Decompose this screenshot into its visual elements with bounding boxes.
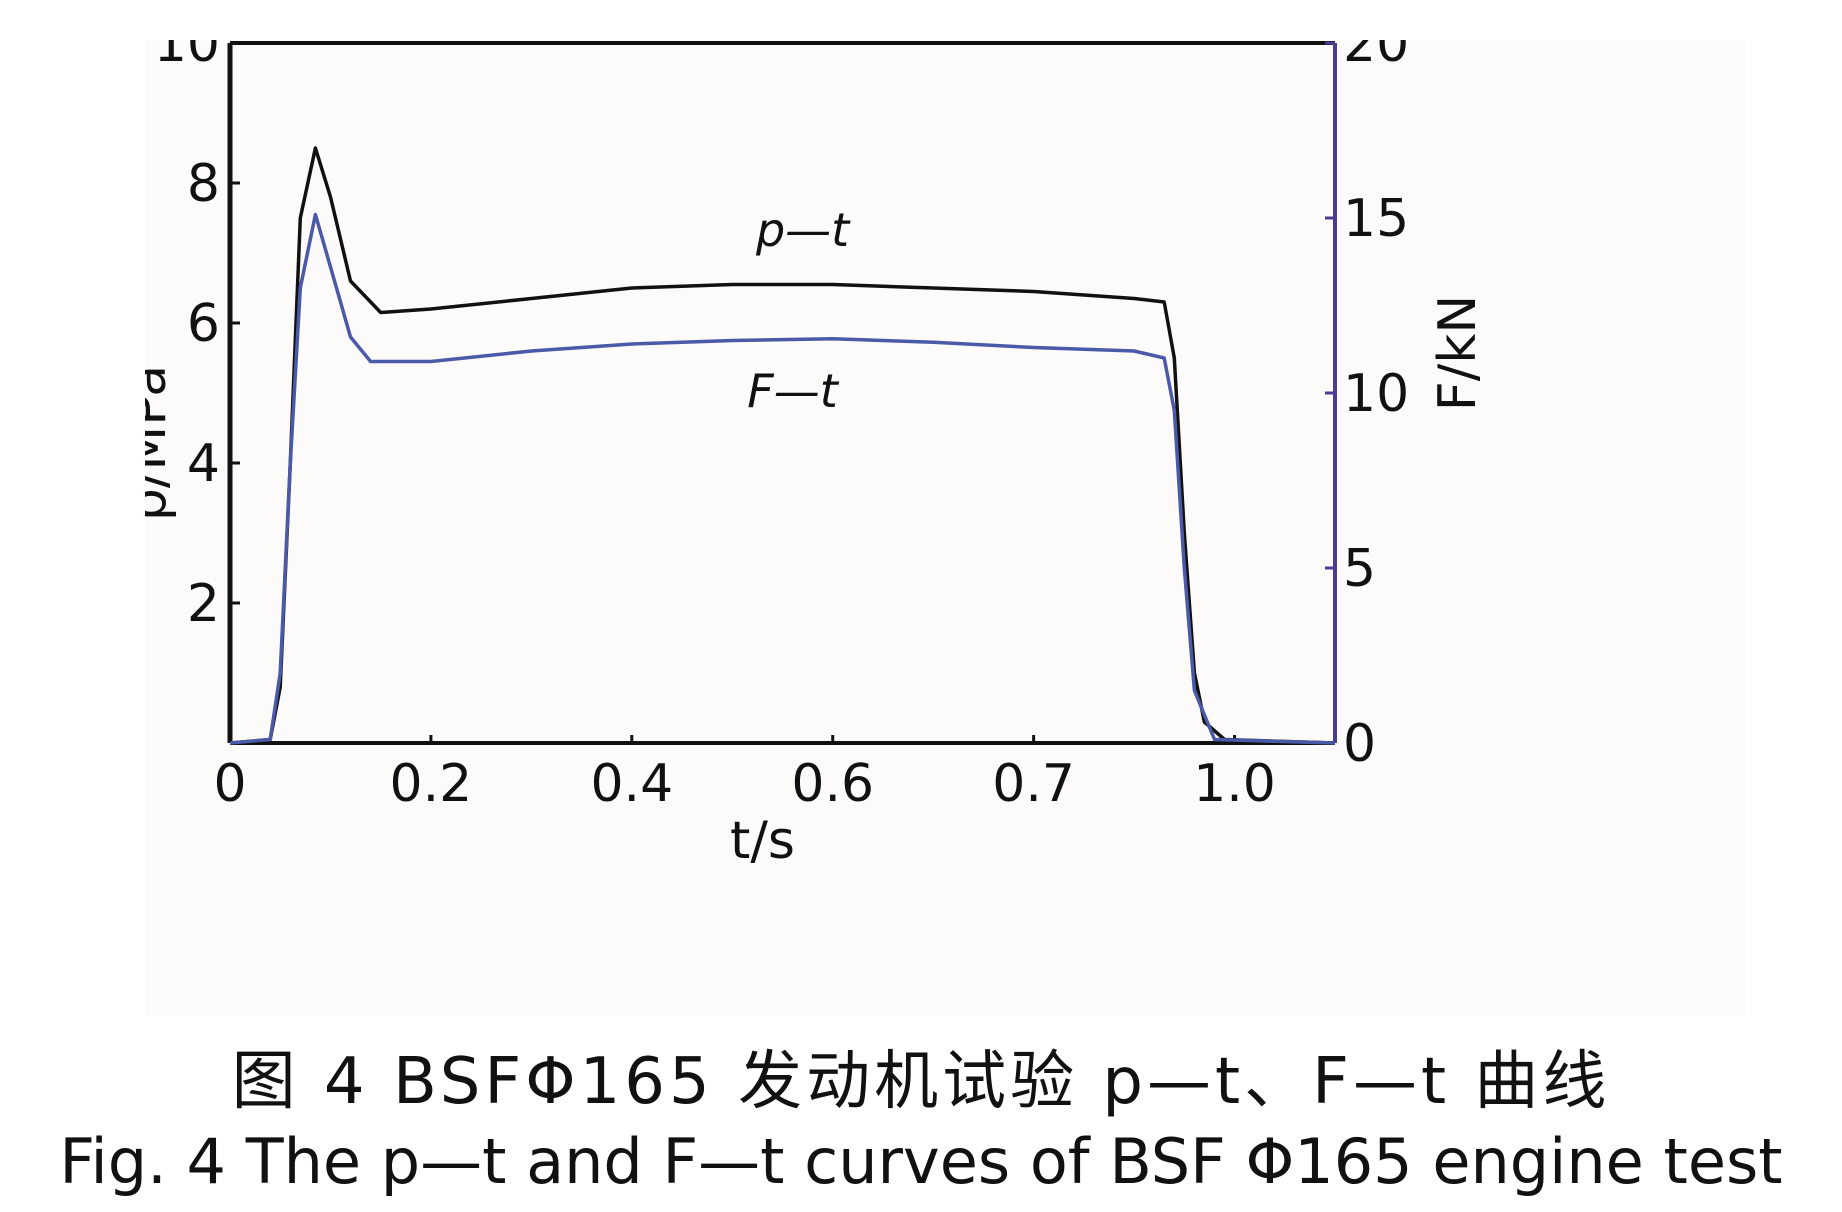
f-t-curve-label: F—t (747, 364, 839, 418)
figure-caption-cn: 图 4 BSFΦ165 发动机试验 p—t、F—t 曲线 (231, 1045, 1611, 1119)
y-right-axis-title: F/kN (1428, 295, 1488, 411)
y-right-tick-label: 10 (1343, 364, 1409, 424)
chart-panel: 0 0.2 0.4 0.6 0.7 1.0 2 4 6 8 10 0 5 10 15 20 t/s p/MPa F/… (145, 40, 1745, 1015)
y-right-tick-label: 15 (1343, 189, 1409, 249)
f-t-curve (229, 212, 1336, 745)
y-left-tick-label: 2 (187, 574, 220, 634)
y-left-tick-label: 10 (154, 40, 220, 74)
x-tick-label: 0.6 (791, 754, 874, 814)
p-t-curve (229, 146, 1336, 745)
figure-caption-en: Fig. 4 The p—t and F—t curves of BSF Φ16… (59, 1125, 1783, 1198)
y-left-axis-title: p/MPa (145, 365, 178, 521)
x-tick-label: 0.2 (390, 754, 473, 814)
y-left-tick-label: 8 (187, 154, 220, 214)
x-tick-label: 0 (213, 754, 246, 814)
y-right-tick-label: 5 (1343, 539, 1376, 599)
p-t-curve-label: p—t (755, 203, 851, 257)
x-tick-label: 1.0 (1193, 754, 1276, 814)
y-right-tick-label: 20 (1343, 40, 1409, 74)
y-left-tick-label: 4 (187, 434, 220, 494)
y-left-tick-label: 6 (187, 294, 220, 354)
x-axis-title: t/s (730, 811, 795, 871)
x-tick-label: 0.4 (590, 754, 673, 814)
y-right-tick-label: 0 (1343, 714, 1376, 774)
pt-ft-chart: 0 0.2 0.4 0.6 0.7 1.0 2 4 6 8 10 0 5 10 15 20 t/s p/MPa F/… (145, 40, 1488, 871)
x-tick-label: 0.7 (992, 754, 1075, 814)
